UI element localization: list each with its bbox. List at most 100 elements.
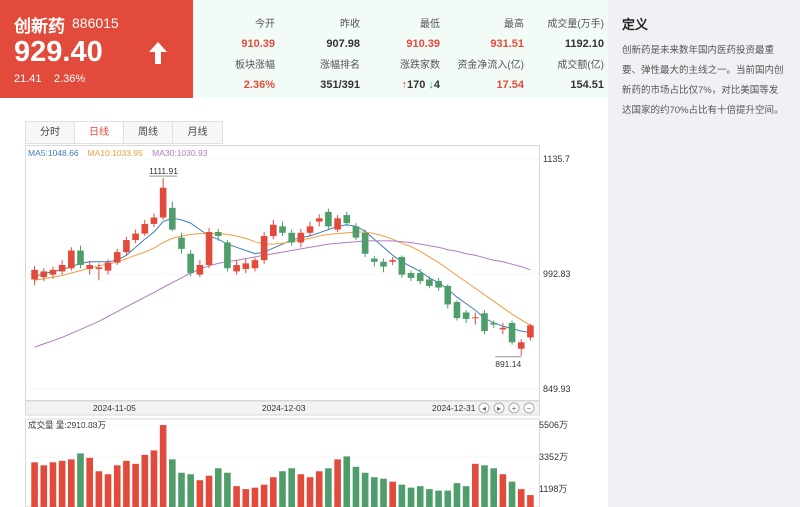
candle-body[interactable] — [233, 264, 240, 272]
candle-body[interactable] — [352, 226, 360, 238]
volume-bar — [68, 459, 75, 507]
low-label: 891.14 — [495, 359, 521, 369]
candle-body[interactable] — [141, 223, 149, 234]
tab-2[interactable]: 日线 — [75, 122, 124, 143]
candle-body[interactable] — [472, 317, 479, 319]
candle-body[interactable] — [499, 327, 507, 330]
candle-body[interactable] — [205, 231, 213, 265]
candle-body[interactable] — [150, 217, 158, 224]
candle-body[interactable] — [444, 285, 452, 305]
volume-bar — [260, 484, 268, 507]
tab-1[interactable]: 分时 — [26, 122, 75, 143]
candle-body[interactable] — [214, 231, 222, 237]
volume-bar — [297, 474, 305, 507]
scroll-left-icon[interactable] — [478, 402, 490, 414]
candle-body[interactable] — [481, 313, 488, 331]
stat-label: 资金净流入(亿) — [457, 60, 524, 71]
candle-body[interactable] — [113, 252, 121, 263]
scroll-right-icon[interactable] — [493, 402, 505, 414]
stat-label: 昨收 — [340, 19, 360, 30]
candle-body[interactable] — [407, 273, 415, 278]
volume-bar — [214, 468, 222, 507]
kline-chart[interactable]: 1135.7 992.83 849.93 MA5:1048.66 MA10:1033.9… — [25, 145, 601, 507]
down-count: 4 — [433, 79, 440, 91]
candle-body[interactable] — [297, 232, 305, 243]
ma30-line — [34, 240, 531, 348]
candle-body[interactable] — [58, 264, 66, 272]
volume-bar — [306, 477, 314, 507]
candle-body[interactable] — [86, 264, 93, 270]
candle-body[interactable] — [95, 267, 103, 270]
volume-bar — [508, 481, 516, 507]
zoom-out-icon[interactable] — [523, 402, 535, 414]
candle-body[interactable] — [196, 264, 204, 275]
candle-body[interactable] — [462, 312, 470, 319]
volume-bar — [490, 468, 497, 507]
volume-bar — [416, 486, 424, 507]
candle-body[interactable] — [361, 232, 369, 254]
candle-body[interactable] — [159, 187, 167, 218]
candle-body[interactable] — [343, 215, 351, 224]
candle-body[interactable] — [31, 269, 38, 280]
candle-body[interactable] — [187, 253, 194, 274]
volume-bar — [123, 460, 130, 507]
candle-body[interactable] — [306, 226, 314, 233]
candle-body[interactable] — [169, 207, 176, 230]
candle-body[interactable] — [490, 322, 497, 325]
stat-value: ↑170 ↓4 — [350, 79, 440, 91]
zoom-in-icon[interactable] — [508, 402, 520, 414]
candle-body[interactable] — [398, 256, 406, 275]
candle-body[interactable] — [453, 302, 461, 319]
candle-body[interactable] — [104, 262, 112, 271]
candle-body[interactable] — [371, 258, 378, 262]
candle-body[interactable] — [315, 218, 323, 222]
candle-body[interactable] — [380, 261, 387, 267]
candle-body[interactable] — [325, 211, 332, 227]
volume-bar — [435, 490, 442, 507]
candle-body[interactable] — [178, 237, 185, 249]
candle-body[interactable] — [279, 226, 286, 233]
stat-2: 昨收 907.98 — [270, 15, 360, 50]
volume-bar — [169, 459, 176, 507]
candle-body[interactable] — [416, 273, 424, 282]
candle-body[interactable] — [527, 325, 534, 338]
stat-5: 成交量(万手) 1192.10 — [514, 15, 604, 50]
volume-bar — [150, 450, 158, 507]
candle-body[interactable] — [508, 322, 516, 343]
candle-body[interactable] — [270, 224, 277, 237]
ma5-label: MA5:1048.66 — [28, 148, 79, 158]
candle-body[interactable] — [123, 240, 130, 253]
candle-body[interactable] — [251, 260, 259, 269]
candle-body[interactable] — [49, 269, 57, 275]
candle-body[interactable] — [288, 232, 295, 243]
price-tick-label: 849.93 — [543, 384, 571, 394]
sector-code: 886015 — [72, 15, 119, 31]
candle-body[interactable] — [68, 250, 75, 269]
volume-bar — [113, 465, 121, 507]
stat-value: 2.36% — [243, 79, 275, 91]
volume-bar — [196, 480, 204, 507]
tab-3[interactable]: 周线 — [124, 122, 173, 143]
candle-body[interactable] — [334, 218, 341, 230]
volume-bar — [40, 465, 48, 507]
volume-bar — [334, 459, 341, 507]
stat-label: 板块涨幅 — [235, 60, 275, 71]
candle-body[interactable] — [517, 342, 525, 349]
candle-body[interactable] — [426, 279, 433, 286]
volume-bar — [104, 474, 112, 507]
volume-bar — [49, 462, 57, 507]
volume-bar — [205, 475, 213, 507]
candle-body[interactable] — [435, 281, 442, 288]
volume-bar — [527, 495, 534, 507]
candle-body[interactable] — [77, 250, 84, 265]
candle-body[interactable] — [40, 271, 48, 278]
volume-bar — [31, 462, 38, 507]
stat-3: 最低 910.39 — [350, 15, 440, 50]
tab-4[interactable]: 月线 — [187, 127, 208, 138]
candle-body[interactable] — [260, 236, 268, 261]
volume-bar — [270, 477, 277, 507]
candle-body[interactable] — [224, 242, 231, 269]
candle-body[interactable] — [389, 260, 396, 262]
candle-body[interactable] — [132, 233, 139, 241]
candle-body[interactable] — [242, 263, 250, 270]
